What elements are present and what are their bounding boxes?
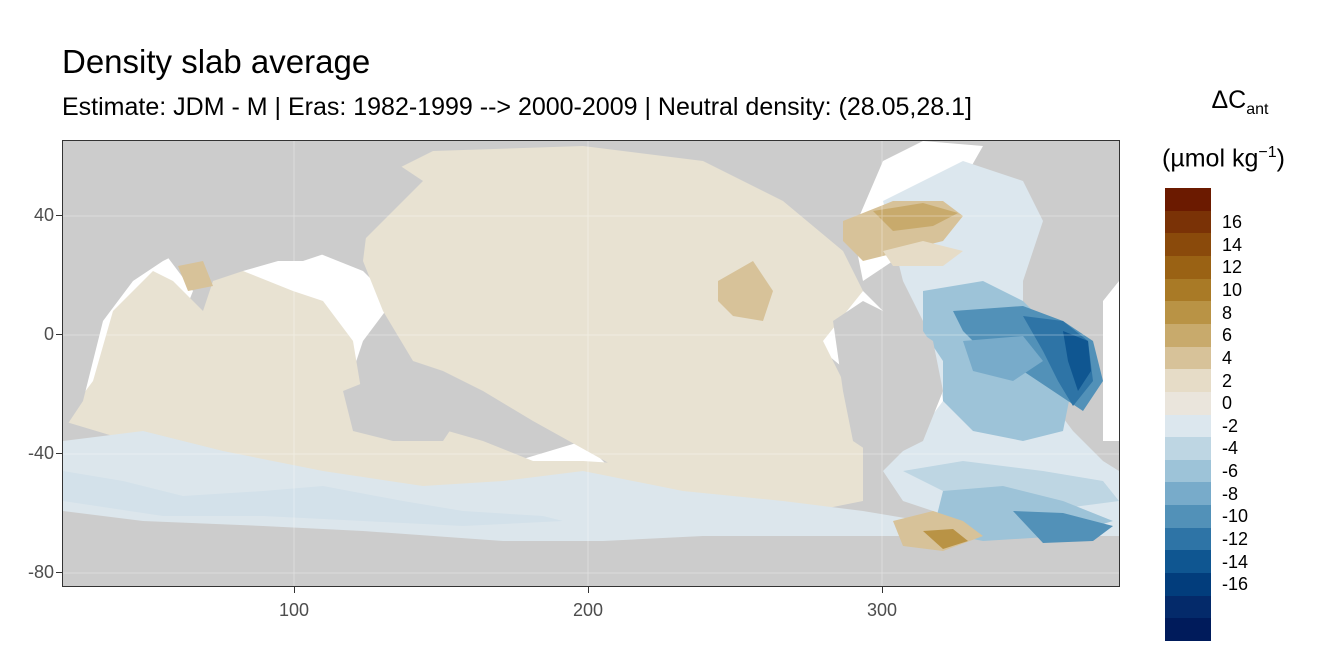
legend-swatch	[1165, 459, 1211, 483]
legend-label: -16	[1222, 574, 1249, 595]
legend-unit-pre: (µmol kg	[1162, 144, 1259, 173]
legend-swatch	[1165, 391, 1211, 415]
legend-swatch	[1165, 437, 1211, 461]
y-tick-mark	[56, 215, 62, 216]
map-svg	[63, 141, 1119, 586]
legend-swatch	[1165, 527, 1211, 551]
legend-label: 10	[1222, 279, 1243, 300]
legend-label: 6	[1222, 325, 1233, 346]
legend-unit: (µmol kg−1)	[1162, 133, 1285, 178]
y-tick-mark	[56, 453, 62, 454]
legend-label: 4	[1222, 347, 1233, 368]
legend-swatch	[1165, 255, 1211, 280]
x-tick-label: 100	[278, 600, 310, 620]
legend-swatch	[1165, 301, 1211, 325]
legend-label: 16	[1222, 211, 1243, 232]
map-panel	[62, 140, 1120, 587]
y-tick-mark	[56, 572, 62, 573]
legend-label: -8	[1222, 483, 1239, 504]
legend-label: 14	[1222, 234, 1243, 255]
legend-unit-sup: −1	[1258, 144, 1277, 161]
x-tick-label: 200	[572, 600, 604, 620]
legend-label: -6	[1222, 461, 1239, 482]
legend-swatch	[1165, 323, 1211, 348]
legend-unit-post: )	[1276, 144, 1285, 173]
legend-swatch	[1165, 369, 1211, 393]
legend-swatch	[1165, 414, 1211, 438]
legend-swatch	[1165, 550, 1211, 574]
legend-title: ΔCant	[1165, 80, 1315, 130]
legend-title-symbol: ΔC	[1211, 86, 1247, 114]
x-tick-mark	[882, 587, 883, 593]
legend-swatch	[1165, 346, 1211, 370]
ocean-arabian-patch	[178, 261, 213, 291]
legend-label: 12	[1222, 257, 1243, 278]
legend-label: 0	[1222, 393, 1233, 414]
plot-subtitle: Estimate: JDM - M | Eras: 1982-1999 --> …	[62, 93, 972, 121]
land-masses	[63, 141, 1119, 586]
legend-swatch	[1165, 278, 1211, 302]
legend-swatch	[1165, 210, 1211, 234]
y-tick-label: 40	[33, 205, 54, 225]
plot-title: Density slab average	[62, 43, 371, 80]
legend-swatch	[1165, 188, 1211, 212]
legend-label: 8	[1222, 302, 1233, 323]
legend-label: -4	[1222, 438, 1239, 459]
ocean-north-atlantic	[843, 201, 963, 266]
legend-swatch	[1165, 233, 1211, 257]
legend-swatch	[1165, 573, 1211, 597]
ocean-east-pacific-patch	[718, 261, 773, 321]
x-tick-label: 300	[866, 600, 898, 620]
gridlines	[63, 141, 1119, 586]
x-tick-mark	[588, 587, 589, 593]
ocean-southern	[63, 431, 1119, 541]
y-tick-mark	[56, 334, 62, 335]
legend-swatch	[1165, 482, 1211, 506]
ocean-atlantic	[883, 161, 1119, 551]
legend-label: -14	[1222, 551, 1249, 572]
legend-label: 2	[1222, 370, 1233, 391]
legend-label: -2	[1222, 415, 1239, 436]
y-tick-label: -80	[27, 562, 54, 582]
legend-swatch	[1165, 618, 1211, 642]
legend-swatch	[1165, 505, 1211, 529]
y-tick-label: 0	[43, 324, 54, 344]
y-tick-label: -40	[27, 443, 54, 463]
legend-label: -12	[1222, 529, 1249, 550]
x-tick-mark	[294, 587, 295, 593]
legend-label: -10	[1222, 506, 1249, 527]
legend-title-subscript: ant	[1246, 101, 1269, 118]
legend-swatch	[1165, 595, 1211, 619]
